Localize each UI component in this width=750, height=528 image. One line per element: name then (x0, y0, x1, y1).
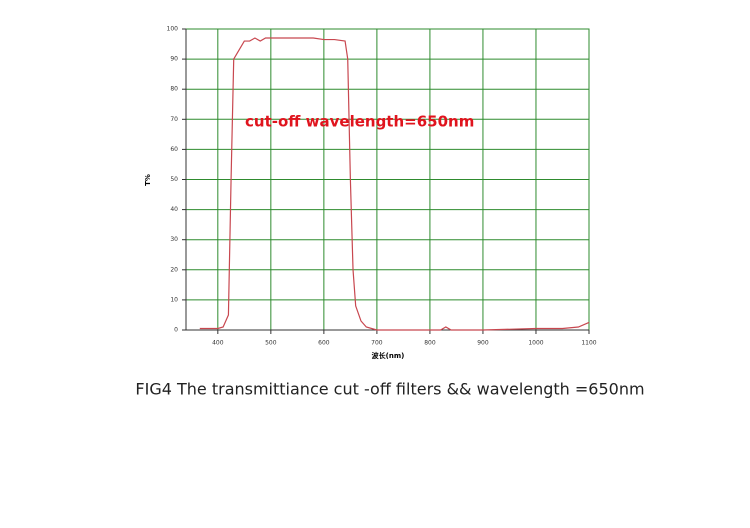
x-tick-label: 500 (265, 340, 277, 347)
y-tick-label: 70 (170, 116, 178, 123)
y-tick-label: 100 (167, 26, 179, 33)
x-tick-label: 1000 (528, 340, 543, 347)
caption: FIG4 The transmittiance cut -off filters… (135, 380, 644, 399)
y-tick-label: 60 (170, 146, 178, 153)
y-tick-label: 0 (174, 327, 178, 334)
x-tick-label: 1100 (581, 340, 596, 347)
y-axis-label: T% (144, 174, 152, 186)
y-tick-label: 30 (170, 236, 178, 243)
x-tick-label: 400 (212, 340, 224, 347)
y-tick-label: 80 (170, 86, 178, 93)
x-tick-label: 900 (477, 340, 489, 347)
x-tick-label: 600 (318, 340, 330, 347)
annotation: cut-off wavelength=650nm (245, 113, 474, 131)
data-line (199, 37, 590, 331)
x-tick-label: 800 (424, 340, 436, 347)
x-axis-label: 波长(nm) (372, 351, 405, 360)
y-tick-label: 50 (170, 176, 178, 183)
y-tick-label: 90 (170, 56, 178, 63)
y-tick-label: 40 (170, 206, 178, 213)
x-tick-label: 700 (371, 340, 383, 347)
y-tick-label: 10 (170, 296, 178, 303)
y-tick-label: 20 (170, 266, 178, 273)
